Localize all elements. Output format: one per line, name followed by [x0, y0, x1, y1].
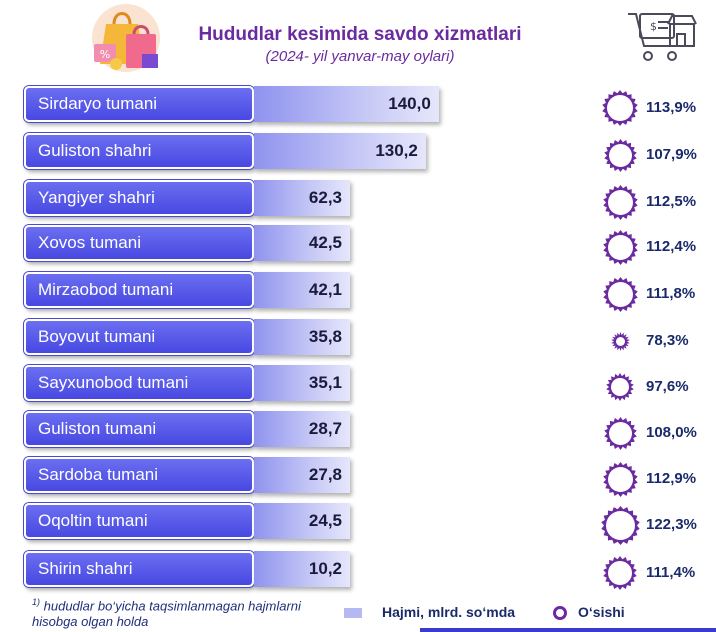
volume-value-label: 10,2	[308, 559, 342, 578]
footnote-text: hududlar bo‘yicha taqsimlanmagan hajmlar…	[32, 598, 301, 630]
growth-value-label: 112,9%	[646, 470, 697, 487]
growth-value-label: 111,4%	[646, 564, 696, 581]
volume-bar: 42,5	[254, 225, 350, 261]
volume-value-label: 27,8	[308, 465, 342, 484]
region-label: Xovos tumani	[24, 225, 254, 261]
growth-marker	[602, 229, 638, 265]
growth-marker	[603, 138, 637, 172]
region-label: Mirzaobod tumani	[24, 272, 254, 308]
volume-bar: 42,1	[254, 272, 350, 308]
page-title: Hududlar kesimida savdo xizmatlari	[198, 24, 522, 45]
volume-bar: 130,2	[254, 133, 426, 169]
growth-value-label: 112,4%	[646, 238, 697, 255]
region-label: Sardoba tumani	[24, 457, 254, 493]
legend-growth-label: O‘sishi	[578, 604, 625, 620]
svg-text:%: %	[100, 48, 110, 61]
growth-marker	[602, 184, 638, 220]
growth-value-label: 122,3%	[646, 516, 697, 533]
volume-bar: 10,2	[254, 551, 350, 587]
region-label: Shirin shahri	[24, 551, 254, 587]
region-label: Oqoltin tumani	[24, 503, 254, 539]
region-label: Guliston shahri	[24, 133, 254, 169]
growth-marker	[603, 416, 637, 450]
bottom-divider	[420, 628, 716, 632]
volume-value-label: 62,3	[308, 188, 342, 207]
svg-text:$: $	[650, 20, 657, 33]
footnote: 1) hududlar bo‘yicha taqsimlanmagan hajm…	[32, 594, 332, 630]
growth-marker	[600, 505, 640, 545]
volume-value-label: 42,5	[308, 233, 342, 252]
region-label: Sirdaryo tumani	[24, 86, 254, 122]
volume-bar: 35,8	[254, 319, 350, 355]
region-label: Guliston tumani	[24, 411, 254, 447]
growth-value-label: 111,8%	[646, 285, 696, 302]
volume-value-label: 130,2	[375, 141, 418, 160]
footnote-marker: 1)	[32, 597, 41, 607]
volume-value-label: 35,8	[308, 327, 342, 346]
growth-value-label: 108,0%	[646, 424, 697, 441]
shop-cart-icon: $	[628, 13, 697, 61]
legend-growth-marker	[553, 606, 567, 620]
volume-value-label: 24,5	[308, 511, 342, 530]
growth-marker	[602, 90, 638, 126]
growth-value-label: 78,3%	[646, 332, 689, 349]
growth-marker	[602, 276, 638, 312]
shopping-bags-icon: %	[92, 4, 160, 72]
region-label: Yangiyer shahri	[24, 180, 254, 216]
region-label: Sayxunobod tumani	[24, 365, 254, 401]
volume-bar: 140,0	[254, 86, 439, 122]
volume-bar: 62,3	[254, 180, 350, 216]
growth-marker	[606, 373, 634, 401]
volume-bar: 28,7	[254, 411, 350, 447]
volume-bar: 24,5	[254, 503, 350, 539]
page-subtitle: (2024- yil yanvar-may oylari)	[265, 48, 455, 65]
growth-value-label: 97,6%	[646, 378, 689, 395]
growth-marker	[602, 461, 638, 497]
legend-volume-swatch	[344, 608, 362, 618]
volume-value-label: 35,1	[308, 373, 342, 392]
growth-marker	[610, 331, 630, 351]
volume-value-label: 42,1	[308, 280, 342, 299]
region-label: Boyovut tumani	[24, 319, 254, 355]
volume-value-label: 140,0	[388, 94, 431, 113]
volume-bar: 35,1	[254, 365, 350, 401]
volume-value-label: 28,7	[308, 419, 342, 438]
growth-value-label: 107,9%	[646, 146, 697, 163]
legend-volume-label: Hajmi, mlrd. so‘mda	[382, 604, 516, 620]
volume-bar: 27,8	[254, 457, 350, 493]
growth-value-label: 112,5%	[646, 193, 697, 210]
growth-value-label: 113,9%	[646, 99, 697, 116]
growth-marker	[603, 556, 637, 590]
